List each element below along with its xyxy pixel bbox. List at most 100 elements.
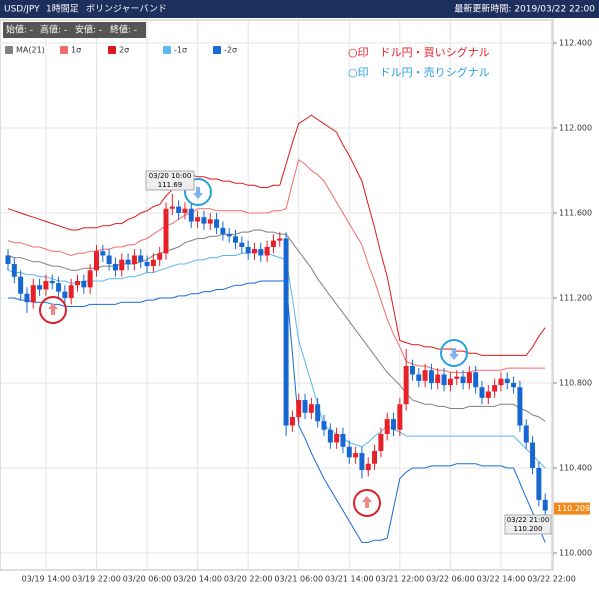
band-line: [7, 250, 546, 469]
candle-body: [270, 240, 276, 247]
legend-label: -2σ: [224, 46, 237, 55]
candle-body: [504, 378, 510, 383]
candle-body: [492, 385, 498, 392]
annotation: 03/20 10:00 111.69 03/22 21:00 110.200: [145, 170, 552, 535]
candle-body: [258, 249, 264, 256]
candle-body: [157, 253, 163, 260]
y-tick-label: 110.000: [559, 548, 592, 557]
sell-signal: [184, 178, 468, 367]
band-line: [7, 158, 546, 373]
candle-body: [43, 280, 49, 290]
pair: USD/JPY: [4, 5, 40, 15]
candle-body: [517, 387, 523, 426]
candle-body: [233, 236, 239, 243]
x-tick-label: 03/22 06:00: [426, 575, 475, 584]
candle-body: [195, 217, 201, 222]
candle-body: [245, 246, 251, 254]
indicator: ボリンジャーバンド: [86, 4, 167, 15]
candle-body: [119, 259, 125, 271]
y-tick-label: 110.800: [559, 378, 592, 387]
candle-body: [511, 382, 517, 388]
plot: 110.000 110.400 110.800 111.200 111.600 112.0…: [0, 19, 592, 584]
info-open: 始値: -: [6, 24, 33, 36]
buy-signal: [39, 296, 381, 517]
candle-body: [485, 391, 491, 398]
candle-body: [384, 419, 390, 434]
candle-body: [359, 453, 365, 471]
candle-body: [403, 365, 409, 405]
info-close: 終値: -: [110, 24, 137, 36]
candle-body: [536, 467, 542, 500]
candle-body: [144, 261, 150, 267]
candle-body: [188, 208, 194, 222]
updated: 最新更新時間: 2019/03/22 22:00: [454, 3, 595, 15]
candle-body: [466, 372, 472, 383]
legend-swatch: [213, 46, 221, 54]
legend-swatch: [163, 46, 171, 54]
candle-body: [201, 217, 207, 224]
candle-body: [391, 419, 397, 430]
timeframe: 1時間足: [46, 4, 79, 15]
candle-body: [378, 433, 384, 451]
x-tick-label: 03/22 22:00: [527, 575, 576, 584]
legend-swatch: [5, 46, 13, 54]
info-bar: [3, 22, 146, 38]
candle-body: [530, 442, 536, 468]
band-line: [8, 280, 546, 543]
candle-body: [207, 219, 213, 224]
candle-body: [56, 283, 62, 292]
candle-body: [372, 450, 378, 464]
info-low: 安値: -: [75, 24, 102, 36]
y-tick-label: 111.600: [559, 208, 592, 217]
annotation-price: 110.200: [514, 525, 543, 533]
candle-body: [283, 238, 289, 426]
candle-body: [125, 259, 131, 264]
candle-body: [479, 387, 485, 398]
candle-body: [24, 293, 30, 303]
candle-body: [30, 285, 36, 303]
candle-body: [62, 291, 68, 298]
legend-label: 2σ: [119, 46, 129, 55]
candle-body: [289, 416, 295, 426]
header-bar: [0, 0, 599, 18]
legend-swatch: [60, 46, 68, 54]
candle-body: [163, 208, 169, 254]
legend-label: -1σ: [174, 46, 187, 55]
candle-body: [327, 429, 333, 443]
candle-body: [447, 378, 453, 386]
candle-body: [308, 404, 314, 413]
candle-body: [138, 255, 144, 262]
candle-body: [542, 499, 548, 511]
candle-body: [334, 433, 340, 443]
x-tick-label: 03/20 22:00: [224, 575, 273, 584]
legend-swatch: [108, 46, 116, 54]
candle-body: [37, 285, 43, 290]
candle-body: [315, 404, 321, 422]
annotation-time: 03/20 10:00: [149, 172, 192, 180]
candle-body: [302, 399, 308, 413]
signal-note: ○印 ドル円・買いシグナル: [348, 45, 490, 59]
x-tick-label: 03/19 22:00: [72, 575, 121, 584]
x-tick-label: 03/21 22:00: [376, 575, 425, 584]
annotation-time: 03/22 21:00: [507, 516, 550, 524]
candle-body: [226, 234, 232, 237]
candle-body: [68, 285, 74, 298]
candle-body: [346, 446, 352, 458]
x-tick-label: 03/20 14:00: [173, 575, 222, 584]
candle-body: [441, 374, 447, 386]
candle-body: [251, 249, 257, 254]
candle-body: [93, 251, 99, 271]
candle-body: [131, 255, 137, 264]
candle-body: [239, 242, 245, 247]
candle-body: [264, 246, 270, 256]
candle-body: [416, 374, 422, 381]
legend-label: 1σ: [71, 46, 81, 55]
candle-body: [454, 376, 460, 379]
signal-note: ○印 ドル円・売りシグナル: [348, 65, 490, 79]
candle-body: [523, 425, 529, 443]
plot-area: [0, 19, 554, 571]
legend-label: MA(21): [16, 46, 45, 55]
candle-body: [277, 238, 283, 241]
candle-body: [397, 404, 403, 430]
